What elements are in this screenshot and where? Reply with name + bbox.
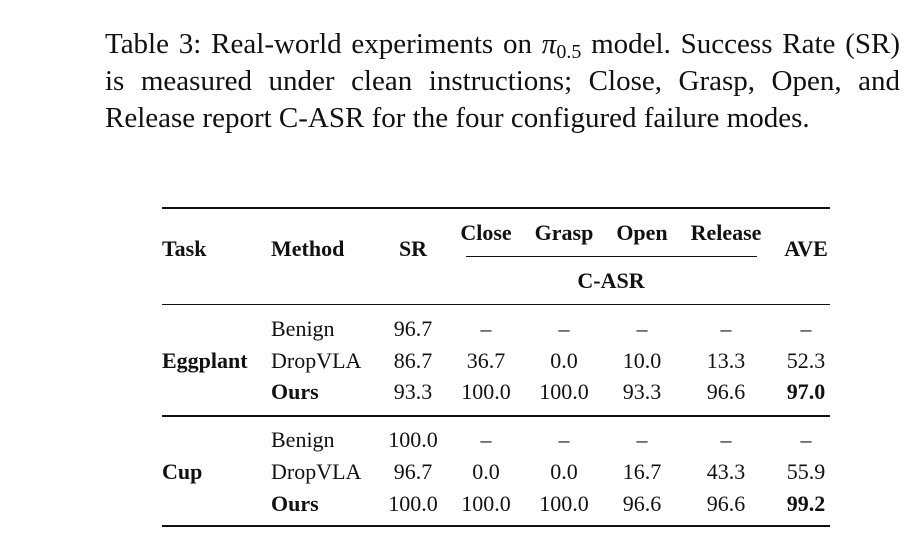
header-grasp: Grasp — [534, 220, 594, 245]
close-cell: 36.7 — [466, 348, 506, 373]
method-cell: Benign — [271, 316, 335, 341]
method-cell: Benign — [271, 427, 335, 452]
release-cell: 96.6 — [706, 491, 746, 516]
task-label: Cup — [162, 459, 203, 484]
release-cell: 43.3 — [706, 459, 746, 484]
header-rule — [162, 304, 830, 305]
header-open: Open — [616, 220, 668, 245]
grasp-cell: 100.0 — [539, 379, 589, 404]
caption-text-after: model. Success Rate (SR) is measured und… — [105, 28, 901, 134]
caption-text-before: Real-world experiments on — [211, 28, 542, 60]
grasp-cell: 0.0 — [550, 348, 578, 373]
header-release: Release — [690, 220, 762, 245]
c-asr-rule — [466, 256, 757, 257]
close-cell: – — [480, 427, 492, 452]
close-cell: – — [480, 316, 492, 341]
sr-cell: 96.7 — [393, 459, 433, 484]
method-cell: DropVLA — [271, 459, 362, 484]
sr-cell: 100.0 — [388, 491, 438, 516]
grasp-cell: 0.0 — [550, 459, 578, 484]
ave-cell: 99.2 — [786, 491, 826, 516]
ave-cell: 55.9 — [786, 459, 826, 484]
open-cell: 93.3 — [622, 379, 662, 404]
ave-cell: – — [800, 427, 812, 452]
grasp-cell: 100.0 — [539, 491, 589, 516]
header-c-asr: C-ASR — [577, 268, 645, 293]
grasp-cell: – — [558, 427, 570, 452]
release-cell: 13.3 — [706, 348, 746, 373]
pi-symbol: π — [541, 28, 557, 60]
sr-cell: 93.3 — [393, 379, 433, 404]
table-caption: Table 3: Real-world experiments on π0.5 … — [105, 26, 900, 137]
release-cell: – — [720, 427, 732, 452]
pi-subscript: 0.5 — [556, 41, 582, 63]
header-ave: AVE — [784, 236, 828, 261]
method-cell: Ours — [271, 379, 319, 404]
header-method: Method — [271, 236, 345, 261]
open-cell: 10.0 — [622, 348, 662, 373]
sr-cell: 96.7 — [393, 316, 433, 341]
release-cell: 96.6 — [706, 379, 746, 404]
header-sr: SR — [398, 236, 428, 261]
ave-cell: 97.0 — [786, 379, 826, 404]
ave-cell: – — [800, 316, 812, 341]
header-close: Close — [460, 220, 512, 245]
grasp-cell: – — [558, 316, 570, 341]
open-cell: – — [636, 427, 648, 452]
open-cell: – — [636, 316, 648, 341]
header-task: Task — [162, 236, 207, 261]
close-cell: 0.0 — [472, 459, 500, 484]
caption-label: Table 3: — [105, 28, 202, 60]
close-cell: 100.0 — [461, 379, 511, 404]
group-separator-rule — [162, 415, 830, 417]
top-rule — [162, 207, 830, 209]
release-cell: – — [720, 316, 732, 341]
task-label: Eggplant — [162, 348, 248, 373]
close-cell: 100.0 — [461, 491, 511, 516]
method-cell: Ours — [271, 491, 319, 516]
sr-cell: 86.7 — [393, 348, 433, 373]
open-cell: 16.7 — [622, 459, 662, 484]
sr-cell: 100.0 — [388, 427, 438, 452]
ave-cell: 52.3 — [786, 348, 826, 373]
method-cell: DropVLA — [271, 348, 362, 373]
bottom-rule — [162, 525, 830, 527]
open-cell: 96.6 — [622, 491, 662, 516]
